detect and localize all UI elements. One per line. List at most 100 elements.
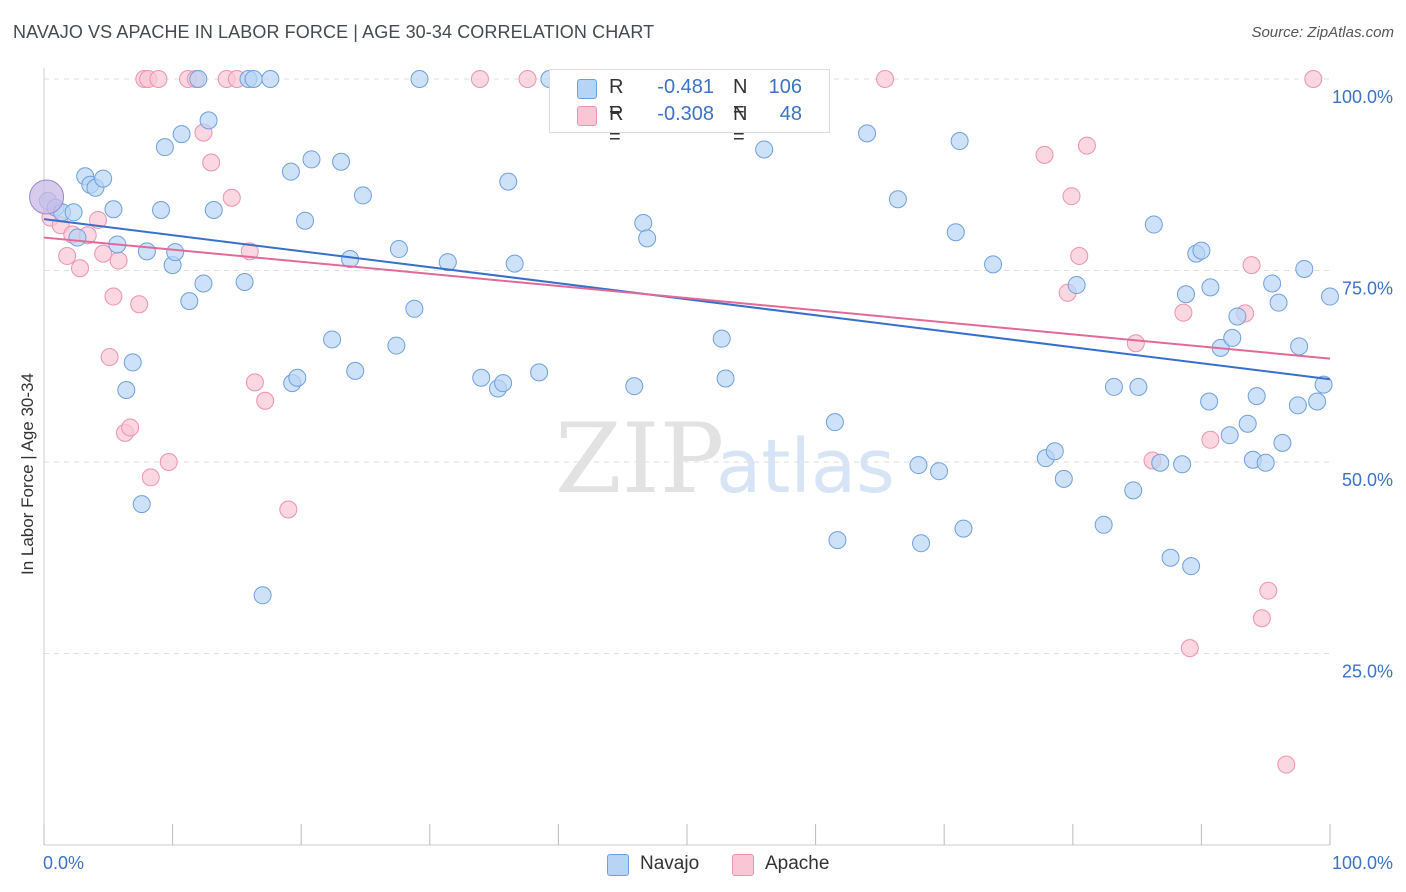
apache-point <box>141 468 160 487</box>
navajo-point <box>1045 442 1064 461</box>
navajo-point <box>912 534 931 553</box>
apache-point <box>1277 755 1296 774</box>
navajo-point <box>505 254 524 273</box>
stats-legend: R = -0.481 N = 106 R = -0.308 N = 48 <box>549 69 830 148</box>
x-tick-label-max: 100.0% <box>1332 853 1393 873</box>
legend-r-value: -0.308 <box>657 103 714 125</box>
apache-point <box>245 373 264 392</box>
navajo-point <box>825 413 844 432</box>
y-tick-label: 100.0% <box>1332 87 1393 107</box>
navajo-point <box>1144 215 1163 234</box>
navajo-point <box>189 70 208 88</box>
apache-legend-label: Apache <box>765 853 830 874</box>
navajo-point <box>199 111 218 130</box>
navajo-point <box>1176 285 1195 304</box>
legend-r-value: -0.481 <box>657 76 714 98</box>
apache-point <box>222 188 241 207</box>
legend-n-label: N = <box>733 103 748 148</box>
apache-point <box>1304 70 1323 88</box>
navajo-point <box>909 456 928 475</box>
navajo-legend-swatch <box>607 854 629 876</box>
apache-point <box>1242 256 1261 275</box>
apache-point <box>1259 581 1278 600</box>
navajo-point <box>1104 377 1123 396</box>
legend-n-value: 106 <box>768 76 802 98</box>
navajo-point <box>530 363 549 382</box>
navajo-point <box>1273 433 1292 452</box>
navajo-point <box>410 70 429 88</box>
navajo-point <box>1256 453 1275 472</box>
apache-point <box>1180 639 1199 658</box>
navajo-point <box>1269 293 1288 312</box>
navajo-point <box>499 172 518 191</box>
tick-labels: 25.0% 50.0% 75.0% 100.0% 0.0% 100.0% <box>43 87 1393 873</box>
navajo-point <box>94 169 113 188</box>
navajo-point <box>984 255 1003 274</box>
axes <box>43 68 1331 846</box>
navajo-point <box>180 292 199 311</box>
navajo-point <box>1308 392 1327 411</box>
navajo-point <box>1129 377 1148 396</box>
apache-point <box>89 210 108 229</box>
navajo-point <box>172 125 191 144</box>
legend-n-value: 48 <box>779 103 802 125</box>
navajo-point <box>1295 259 1314 278</box>
navajo-point <box>1228 307 1247 326</box>
navajo-point <box>132 495 151 514</box>
apache-point <box>202 153 221 172</box>
navajo-point <box>755 140 774 159</box>
navajo-point <box>387 336 406 355</box>
navajo-point <box>117 380 136 399</box>
navajo-point <box>638 229 657 248</box>
navajo-point <box>123 353 142 372</box>
navajo-point <box>1067 276 1086 295</box>
apache-point <box>876 70 895 88</box>
navajo-point <box>346 361 365 380</box>
apache-point <box>1201 430 1220 449</box>
navajo-swatch <box>577 79 597 99</box>
chart-title: NAVAJO VS APACHE IN LABOR FORCE | AGE 30… <box>13 22 655 42</box>
navajo-point <box>389 240 408 259</box>
navajo-point <box>68 228 87 247</box>
navajo-point <box>858 124 877 143</box>
navajo-point <box>1321 287 1339 306</box>
navajo-point <box>1247 387 1266 406</box>
navajo-point <box>1151 453 1170 472</box>
apache-point <box>1077 136 1096 155</box>
y-tick-label: 50.0% <box>1342 470 1393 490</box>
navajo-point <box>946 223 965 242</box>
navajo-point <box>494 374 513 393</box>
watermark-zip: ZIP <box>555 403 724 515</box>
y-tick-label: 25.0% <box>1342 662 1393 682</box>
apache-point <box>1062 187 1081 206</box>
apache-point <box>1070 246 1089 265</box>
navajo-point <box>332 152 351 171</box>
navajo-point <box>1288 396 1307 415</box>
navajo-point <box>405 299 424 318</box>
apache-point <box>1126 334 1145 353</box>
apache-point <box>58 246 77 265</box>
navajo-point <box>1124 481 1143 500</box>
navajo-point <box>625 377 644 396</box>
navajo-point <box>281 162 300 181</box>
apache-legend-swatch <box>732 854 754 876</box>
navajo-point <box>888 190 907 209</box>
navajo-points <box>29 70 1339 605</box>
apache-swatch <box>577 106 597 126</box>
legend-r-label: R = <box>609 103 624 148</box>
navajo-point <box>1192 241 1211 260</box>
legend-r-label: R = <box>609 76 624 121</box>
navajo-point <box>244 70 263 88</box>
navajo-point <box>950 132 969 151</box>
navajo-point <box>1201 278 1220 297</box>
apache-point <box>256 391 275 410</box>
navajo-point <box>1182 557 1201 576</box>
grid-lines <box>44 78 1330 654</box>
apache-trend-line <box>43 236 1331 360</box>
cluster-point <box>29 179 65 215</box>
navajo-point <box>716 369 735 388</box>
apache-point <box>71 259 90 278</box>
navajo-trend-line <box>43 218 1331 381</box>
navajo-point <box>204 200 223 219</box>
